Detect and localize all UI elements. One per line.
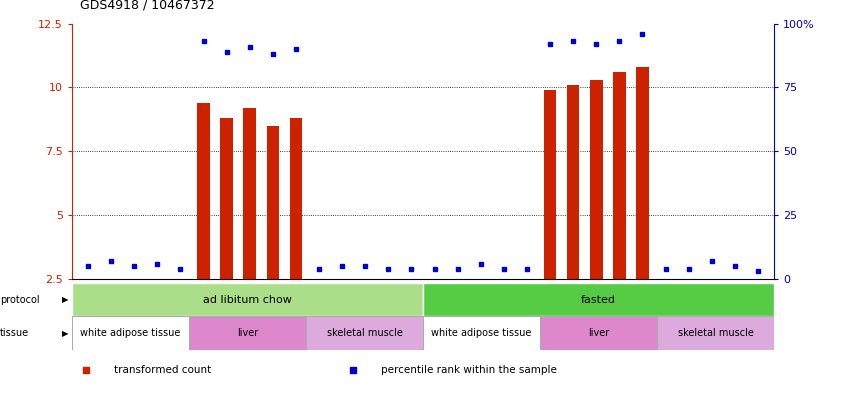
Text: white adipose tissue: white adipose tissue — [80, 328, 180, 338]
Text: white adipose tissue: white adipose tissue — [431, 328, 531, 338]
Bar — [423, 316, 540, 350]
Text: liver: liver — [588, 328, 609, 338]
Bar — [189, 316, 306, 350]
Text: skeletal muscle: skeletal muscle — [327, 328, 403, 338]
Text: fasted: fasted — [581, 295, 616, 305]
Text: ▶: ▶ — [62, 329, 69, 338]
Text: protocol: protocol — [0, 295, 40, 305]
Text: ad libitum chow: ad libitum chow — [203, 295, 292, 305]
Bar — [244, 108, 256, 279]
Bar — [636, 67, 649, 279]
Text: ▶: ▶ — [62, 295, 69, 304]
Bar — [567, 85, 580, 279]
Bar — [306, 316, 423, 350]
Text: skeletal muscle: skeletal muscle — [678, 328, 754, 338]
Text: GDS4918 / 10467372: GDS4918 / 10467372 — [80, 0, 215, 12]
Bar — [613, 72, 626, 279]
Bar — [289, 118, 302, 279]
Text: percentile rank within the sample: percentile rank within the sample — [381, 365, 557, 375]
Text: transformed count: transformed count — [114, 365, 212, 375]
Bar — [197, 103, 210, 279]
Bar — [423, 283, 774, 316]
Bar — [540, 316, 657, 350]
Bar — [590, 80, 602, 279]
Text: liver: liver — [237, 328, 258, 338]
Bar — [220, 118, 233, 279]
Bar — [72, 283, 423, 316]
Bar — [544, 90, 557, 279]
Bar — [72, 316, 189, 350]
Text: tissue: tissue — [0, 328, 29, 338]
Bar — [266, 126, 279, 279]
Bar — [657, 316, 774, 350]
